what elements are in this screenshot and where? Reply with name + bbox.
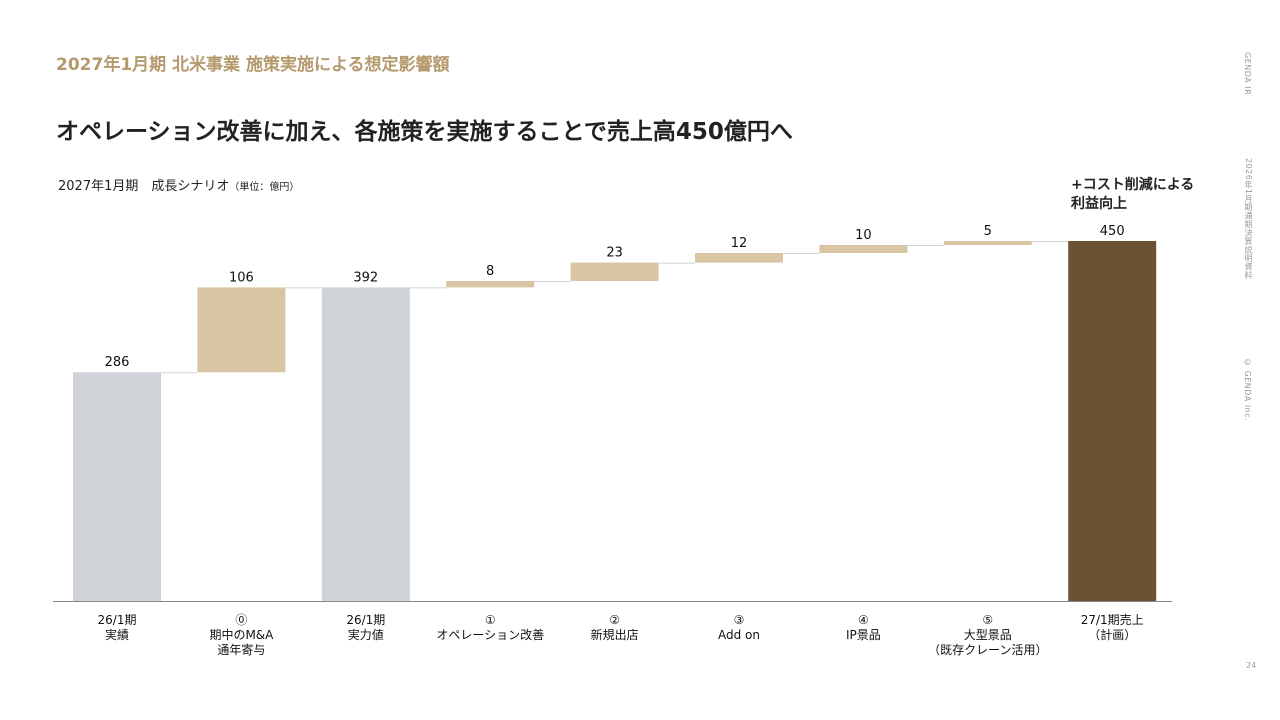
bar-3 [321,287,410,601]
chart-title: 2027年1月期 成長シナリオ（単位：億円） [58,175,299,194]
category-label-2: ⓪ 期中のM&A 通年寄与 [209,613,274,657]
data-label-7: 10 [855,228,872,243]
data-label-6: 12 [731,236,748,251]
data-label-5: 23 [606,246,623,261]
slide-headline: オペレーション改善に加え、各施策を実施することで売上高450億円へ [56,119,793,145]
category-label-3: 26/1期実力値 [346,613,385,642]
bar-5 [570,262,659,281]
data-label-4: 8 [486,264,494,279]
data-label-1: 286 [105,355,130,370]
annotation-line-2: 利益向上 [1071,196,1127,212]
bar-7 [819,245,908,253]
bar-8 [943,241,1032,245]
bar-2 [197,287,286,373]
category-label-8: ⑤ 大型景品（既存クレーン活用） [928,613,1047,657]
category-label-1: 26/1期実績 [98,613,137,642]
category-label-7: ④ IP景品 [846,613,881,642]
slide-kicker-title: 2027年1月期 北米事業 施策実施による想定影響額 [56,55,450,75]
data-label-8: 5 [984,224,992,239]
bar-1 [73,372,161,601]
page-number: 24 [1246,661,1257,670]
chart-title-main: 2027年1月期 成長シナリオ [58,179,230,194]
category-label-9: 27/1期売上（計画） [1081,612,1144,642]
side-label-copyright: © GENDA Inc. [1243,358,1252,422]
cost-reduction-annotation: +コスト削減による 利益向上 [1071,176,1194,214]
bar-4 [446,281,535,288]
category-label-5: ② 新規出店 [591,613,639,642]
side-label-document: 2026年1月期通期決算説明資料 [1244,158,1253,280]
category-label-4: ① オペレーション改善 [436,613,544,642]
annotation-line-1: +コスト削減による [1071,177,1195,193]
data-label-9: 450 [1100,224,1125,239]
category-label-6: ③ Add on [718,613,760,642]
chart-title-unit: （単位：億円） [229,182,300,193]
data-label-2: 106 [229,270,254,285]
bar-6 [695,253,783,263]
bar-9 [1068,241,1157,601]
data-label-3: 392 [353,270,378,285]
side-label-ir: GENDA IR [1243,52,1252,96]
